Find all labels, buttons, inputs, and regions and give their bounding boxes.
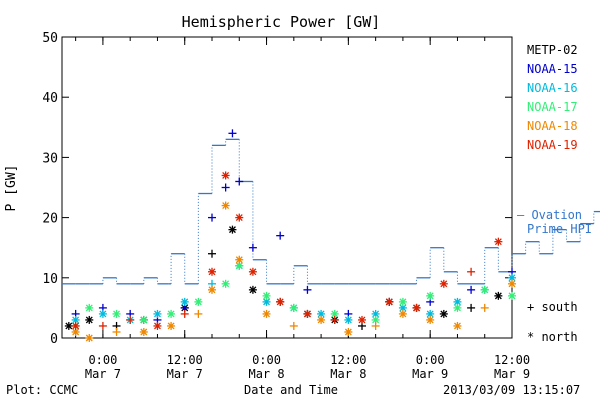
north-marker-d2 — [235, 214, 243, 222]
north-marker-d2 — [72, 316, 80, 324]
north-marker-d2 — [85, 304, 93, 312]
north-marker-d2 — [167, 310, 175, 318]
north-marker-d2 — [167, 322, 175, 330]
footer-left: Plot: CCMC — [6, 383, 78, 397]
north-marker-d2 — [181, 298, 189, 306]
north-marker-d2 — [249, 286, 257, 294]
north-marker-d2 — [399, 298, 407, 306]
north-marker-d2 — [440, 310, 448, 318]
north-marker-d2 — [481, 286, 489, 294]
legend-entry: METP-02 — [527, 43, 578, 57]
north-marker-d2 — [65, 322, 73, 330]
y-tick-label: 10 — [42, 272, 58, 287]
y-tick-label: 40 — [42, 91, 58, 106]
north-marker-d2 — [140, 328, 148, 336]
north-marker-d2 — [494, 238, 502, 246]
north-marker-d2 — [413, 304, 421, 312]
north-marker-d2 — [385, 298, 393, 306]
north-marker-d2 — [494, 292, 502, 300]
legend-entry: NOAA-18 — [527, 119, 578, 133]
north-marker-d2 — [263, 298, 271, 306]
north-marker-d2 — [153, 322, 161, 330]
north-marker-d2 — [222, 202, 230, 210]
north-marker-d2 — [263, 310, 271, 318]
north-marker-d2 — [317, 316, 325, 324]
north-marker-d2 — [208, 268, 216, 276]
north-marker-d2 — [290, 304, 298, 312]
north-marker-d2 — [508, 274, 516, 282]
legend-entry: NOAA-16 — [527, 81, 578, 95]
x-axis-label: Date and Time — [244, 383, 338, 397]
north-marker-d2 — [222, 172, 230, 179]
x-tick-label-date: Mar 9 — [412, 367, 448, 381]
x-tick-label-date: Mar 7 — [167, 367, 203, 381]
north-marker-d2 — [228, 226, 236, 234]
north-marker-d2 — [317, 310, 325, 318]
plot-frame — [61, 36, 513, 339]
north-marker-d2 — [303, 310, 311, 318]
north-marker-d2 — [331, 310, 339, 318]
north-marker-d2 — [453, 322, 461, 330]
north-marker-d2 — [508, 292, 516, 300]
legend-entry: NOAA-15 — [527, 62, 578, 76]
north-marker-d2 — [194, 298, 202, 306]
north-marker-d2 — [358, 316, 366, 324]
legend-ovation-line2: Prime HPI — [527, 222, 592, 236]
legend-marker: * north — [527, 330, 578, 344]
north-marker-d2 — [72, 328, 80, 336]
y-tick-label: 50 — [42, 31, 58, 46]
north-marker-d2 — [372, 310, 380, 318]
north-marker-d2 — [153, 310, 161, 318]
north-marker-d2 — [85, 316, 93, 324]
x-tick-label-time: 0:00 — [252, 353, 281, 367]
north-marker-d2 — [263, 292, 271, 300]
north-marker-d2 — [344, 328, 352, 336]
north-marker-d2 — [426, 310, 434, 318]
y-tick-label: 20 — [42, 212, 58, 227]
north-marker-d2 — [440, 280, 448, 288]
legend-entry: NOAA-17 — [527, 100, 578, 114]
x-tick-label-date: Mar 9 — [494, 367, 530, 381]
north-marker-d2 — [453, 298, 461, 306]
north-marker-d2 — [344, 316, 352, 324]
north-marker-d2 — [399, 304, 407, 312]
north-marker-d2 — [140, 316, 148, 324]
y-tick-label: 0 — [50, 332, 58, 347]
north-marker-d2 — [72, 322, 80, 330]
north-marker-d2 — [235, 256, 243, 264]
x-tick-label-time: 12:00 — [494, 353, 530, 367]
north-marker-d2 — [399, 310, 407, 318]
legend-entry: NOAA-19 — [527, 138, 578, 152]
x-tick-label-time: 12:00 — [167, 353, 203, 367]
x-tick-label-time: 12:00 — [330, 353, 366, 367]
north-marker-d2 — [235, 262, 243, 270]
north-marker-d2 — [372, 316, 380, 324]
y-axis-label: P [GW] — [4, 165, 19, 212]
x-tick-label-date: Mar 8 — [248, 367, 284, 381]
x-tick-label-date: Mar 7 — [85, 367, 121, 381]
north-marker-d2 — [426, 316, 434, 324]
chart-title: Hemispheric Power [GW] — [182, 13, 381, 31]
north-marker-d2 — [99, 310, 107, 318]
legend-ovation-line1: — Ovation — [517, 208, 582, 222]
x-tick-label-date: Mar 8 — [330, 367, 366, 381]
north-marker-d2 — [222, 280, 230, 288]
x-tick-label-time: 0:00 — [416, 353, 445, 367]
legend-marker: + south — [527, 300, 578, 314]
x-tick-label-time: 0:00 — [88, 353, 117, 367]
footer-right: 2013/03/09 13:15:07 — [443, 383, 580, 397]
north-marker-d2 — [508, 280, 516, 288]
north-marker-d2 — [249, 268, 257, 276]
y-tick-label: 30 — [42, 151, 58, 166]
legend: METP-02 NOAA-15 NOAA-16 NOAA-17 NOAA-18 NOAA-… — [517, 43, 592, 344]
north-marker-d2 — [113, 310, 121, 318]
north-marker-d2 — [426, 292, 434, 300]
north-marker-d2 — [208, 286, 216, 294]
north-marker-d2 — [276, 298, 284, 306]
north-marker-d2 — [85, 334, 93, 342]
north-marker-d2 — [453, 304, 461, 312]
